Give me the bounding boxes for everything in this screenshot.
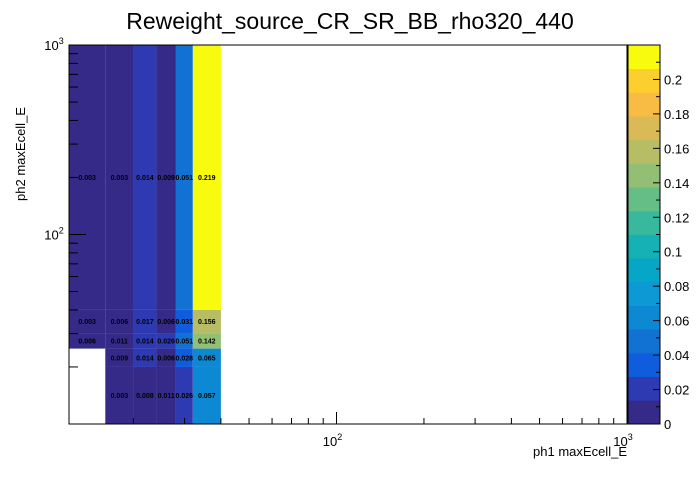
heatmap-cell xyxy=(175,348,193,367)
heatmap-cell xyxy=(133,348,157,367)
heatmap-cell xyxy=(156,366,176,424)
cell-value-label: 0.009 xyxy=(111,355,129,362)
colorbar-swatch xyxy=(628,45,660,70)
cell-value-label: 0.008 xyxy=(136,393,154,400)
heatmap-cell xyxy=(69,333,106,349)
cell-value-label: 0.142 xyxy=(198,339,216,346)
cell-value-label: 0.006 xyxy=(111,319,129,326)
cell-value-label: 0.017 xyxy=(136,319,154,326)
y-tick-label: 103 xyxy=(44,36,63,53)
colorbar-swatch xyxy=(628,234,660,259)
cell-value-label: 0.003 xyxy=(78,319,96,326)
heatmap-cell xyxy=(175,45,193,310)
heatmap-cell xyxy=(105,366,134,424)
colorbar-tick-label: 0.16 xyxy=(664,141,689,156)
colorbar-swatch xyxy=(628,258,660,283)
cell-value-label: 0.026 xyxy=(176,393,194,400)
y-axis-label: ph2 maxEcell_E xyxy=(13,107,28,201)
heatmap-cell xyxy=(133,309,157,334)
colorbar-tick-label: 0.04 xyxy=(664,348,689,363)
colorbar-swatch xyxy=(628,376,660,401)
heatmap-cell xyxy=(105,309,134,334)
heatmap-cell xyxy=(133,333,157,349)
heatmap-cell xyxy=(192,366,221,424)
cells-layer xyxy=(69,45,221,424)
heatmap-cell xyxy=(192,309,221,334)
colorbar-tick-label: 0.14 xyxy=(664,176,689,191)
heatmap-cell xyxy=(156,333,176,349)
heatmap-cell xyxy=(69,309,106,334)
heatmap-cell xyxy=(192,45,221,310)
cell-value-label: 0.003 xyxy=(78,175,96,182)
colorbar-swatch xyxy=(628,187,660,212)
heatmap-cell xyxy=(156,348,176,367)
colorbar-swatch xyxy=(628,329,660,354)
cell-value-label: 0.065 xyxy=(198,355,216,362)
heatmap-cell xyxy=(105,45,134,310)
cell-value-label: 0.028 xyxy=(176,355,194,362)
colorbar-swatch xyxy=(628,68,660,93)
colorbar-swatch xyxy=(628,139,660,164)
heatmap-cell xyxy=(156,309,176,334)
colorbar: 0 0.02 0.04 0.06 0.08 0.1 0.12 0.14 0.16 0.18 0.2 xyxy=(627,44,689,432)
heatmap-cell xyxy=(156,45,176,310)
colorbar-swatch xyxy=(628,281,660,306)
heatmap-cell xyxy=(175,309,193,334)
colorbar-swatch xyxy=(628,305,660,330)
heatmap-cell xyxy=(192,333,221,349)
x-tick-label: 102 xyxy=(323,432,342,449)
colorbar-swatch xyxy=(628,400,660,425)
cell-value-label: 0.014 xyxy=(136,355,154,362)
cell-value-label: 0.051 xyxy=(176,175,194,182)
cell-value-label: 0.006 xyxy=(78,339,96,346)
heatmap-cell xyxy=(133,366,157,424)
colorbar-tick-label: 0.02 xyxy=(664,383,689,398)
colorbar-swatch xyxy=(628,352,660,378)
colorbar-swatch xyxy=(628,210,660,235)
cell-value-label: 0.156 xyxy=(198,319,216,326)
cell-value-label: 0.009 xyxy=(157,175,175,182)
heatmap-cell xyxy=(105,333,134,349)
cell-value-label: 0.003 xyxy=(111,393,129,400)
colorbar-tick-label: 0.2 xyxy=(664,72,682,87)
cell-value-label: 0.057 xyxy=(198,393,216,400)
cell-value-label: 0.006 xyxy=(157,319,175,326)
cell-labels-layer: 0.0570.0260.0110.0080.0030.0650.0280.006… xyxy=(78,175,215,400)
heatmap-cell xyxy=(133,45,157,310)
colorbar-tick-label: 0.06 xyxy=(664,314,689,329)
colorbar-tick-label: 0.1 xyxy=(664,245,682,260)
x-axis-label: ph1 maxEcell_E xyxy=(533,444,627,459)
colorbar-swatch xyxy=(628,92,660,117)
colorbar-tick-label: 0.12 xyxy=(664,210,689,225)
cell-value-label: 0.219 xyxy=(198,175,216,182)
cell-value-label: 0.011 xyxy=(158,393,175,400)
heatmap-cell xyxy=(105,348,134,367)
chart-title: Reweight_source_CR_SR_BB_rho320_440 xyxy=(126,8,574,34)
colorbar-tick-label: 0.08 xyxy=(664,279,689,294)
cell-value-label: 0.026 xyxy=(157,339,175,346)
heatmap-cell xyxy=(175,366,193,424)
colorbar-tick-label: 0 xyxy=(664,417,671,432)
cell-value-label: 0.051 xyxy=(176,339,194,346)
colorbar-tick-label: 0.18 xyxy=(664,107,689,122)
colorbar-swatch xyxy=(628,163,660,188)
heatmap-cell xyxy=(175,333,193,349)
colorbar-swatch xyxy=(628,116,660,141)
cell-value-label: 0.011 xyxy=(111,339,128,346)
cell-value-label: 0.014 xyxy=(136,339,154,346)
cell-value-label: 0.003 xyxy=(111,175,129,182)
cell-value-label: 0.031 xyxy=(176,319,194,326)
cell-value-label: 0.006 xyxy=(157,355,175,362)
y-tick-label: 102 xyxy=(44,226,63,243)
heatmap-cell xyxy=(192,348,221,367)
cell-value-label: 0.014 xyxy=(136,175,154,182)
